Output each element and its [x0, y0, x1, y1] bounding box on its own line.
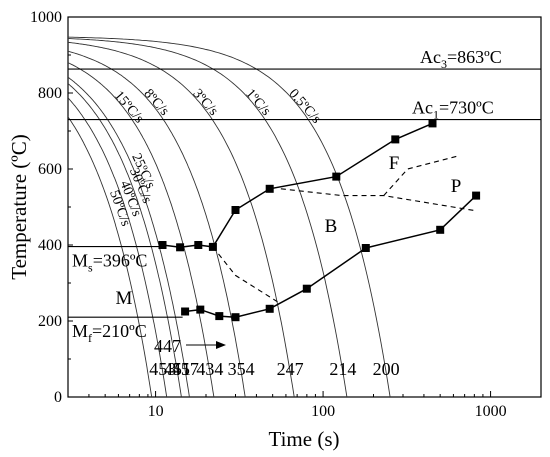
- reference-label-ac1: Ac1=730ºC: [412, 98, 494, 122]
- data-point-marker: [361, 244, 370, 252]
- data-point-marker: [265, 304, 274, 313]
- cooling-rate-label: 1ºC/s: [242, 86, 273, 118]
- reference-label-ac3: Ac3=863ºC: [420, 47, 502, 71]
- data-point-marker: [231, 313, 240, 322]
- hardness-label: 434: [196, 359, 223, 379]
- cooling-curve: [68, 97, 168, 397]
- x-axis-title: Time (s): [269, 427, 340, 451]
- data-point-marker: [215, 312, 224, 321]
- cooling-rate-label: 15ºC/s: [111, 89, 147, 127]
- x-axis: 10 100 1000: [88, 391, 507, 420]
- y-tick-label: 1000: [30, 9, 62, 26]
- cooling-curve: [68, 41, 295, 397]
- hardness-label: 457: [172, 359, 199, 379]
- data-point-marker: [391, 135, 400, 144]
- y-tick-label: 400: [38, 237, 62, 254]
- cooling-curves: [68, 36, 391, 397]
- cooling-rate-label: 3ºC/s: [190, 86, 221, 118]
- data-point-marker: [158, 241, 167, 249]
- y-tick-label: 200: [38, 313, 62, 330]
- hardness-label: 247: [277, 359, 304, 379]
- reference-lines: Ac3=863ºC Ac1=730ºC Ms=396ºC Mf=210ºC: [68, 47, 541, 345]
- data-point-marker: [472, 191, 481, 200]
- data-point-marker: [428, 119, 437, 128]
- phase-label-ferrite: F: [389, 153, 400, 174]
- phase-label-pearlite: P: [451, 176, 462, 197]
- phase-boundary-dashed: [280, 188, 477, 212]
- hardness-label: 451: [164, 359, 191, 379]
- hardness-label: 200: [373, 359, 400, 379]
- transformation-line: [185, 195, 477, 318]
- phase-label-bainite: B: [325, 216, 338, 237]
- y-axis: 0 200 400 600 800 1000: [30, 9, 73, 406]
- data-point-marker: [181, 307, 190, 316]
- data-point-marker: [231, 206, 240, 214]
- phase-boundary-dashed: [212, 246, 282, 305]
- data-point-marker: [196, 305, 205, 314]
- data-point-marker: [302, 284, 311, 293]
- hardness-label: 354: [228, 359, 255, 379]
- data-point-marker: [332, 172, 341, 181]
- phase-boundary-dashed: [383, 155, 460, 196]
- hardness-arrow-head: [216, 341, 226, 349]
- y-tick-label: 0: [54, 389, 62, 406]
- curve-labels: 50ºC/s40ºC/s45330ºC/s45125ºC/s45715ºC/s4…: [106, 86, 399, 379]
- data-point-marker: [265, 184, 274, 193]
- transformation-lines: [158, 119, 481, 322]
- data-point-marker: [176, 243, 185, 252]
- cooling-rate-label: 0.5ºC/s: [285, 86, 323, 126]
- reference-label-mf: Mf=210ºC: [72, 321, 147, 345]
- phase-label-martensite: M: [116, 288, 133, 309]
- y-axis-title: Temperature (ºC): [7, 134, 31, 280]
- hardness-label: 214: [329, 359, 356, 379]
- hardness-label: 453: [149, 359, 176, 379]
- cooling-curve: [68, 38, 348, 397]
- cooling-curve: [68, 76, 190, 397]
- x-tick-label: 10: [148, 403, 164, 420]
- x-tick-label: 1000: [475, 403, 507, 420]
- y-tick-label: 800: [38, 85, 62, 102]
- hardness-arrow-label: 447: [154, 336, 181, 356]
- reference-label-ms: Ms=396ºC: [72, 251, 147, 275]
- data-point-marker: [436, 225, 445, 234]
- data-point-marker: [194, 241, 203, 249]
- y-tick-label: 600: [38, 161, 62, 178]
- x-tick-label: 100: [311, 403, 335, 420]
- cooling-curve: [68, 62, 215, 397]
- cooling-curve: [68, 83, 182, 397]
